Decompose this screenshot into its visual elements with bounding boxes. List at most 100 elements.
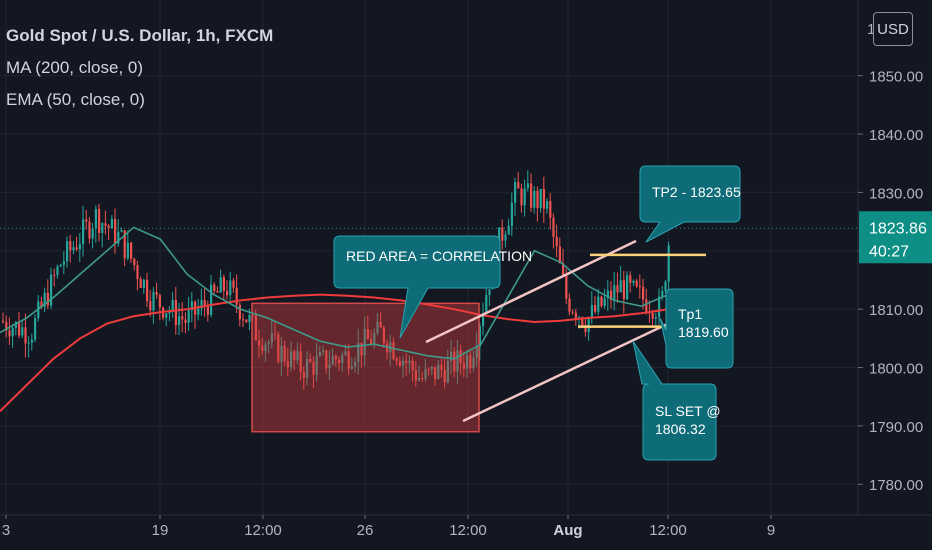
candle-body <box>654 317 657 319</box>
candle-body <box>469 355 472 369</box>
candle-body <box>197 308 200 315</box>
candle-body <box>661 290 664 297</box>
candle-body <box>478 326 481 347</box>
candle-body <box>434 366 437 379</box>
candle-body <box>187 310 190 323</box>
candle-body <box>600 296 603 306</box>
candle-body <box>475 346 478 358</box>
candle-body <box>78 244 81 250</box>
candle-body <box>171 300 174 312</box>
candle-body <box>622 280 625 300</box>
candle-body <box>66 241 69 262</box>
candle-body <box>443 369 446 383</box>
candle-body <box>488 289 491 295</box>
candle-body <box>98 209 101 233</box>
candle-body <box>213 284 216 291</box>
candle-body <box>146 279 149 302</box>
candle-body <box>414 370 417 381</box>
candle-body <box>30 339 33 343</box>
candle-body <box>222 277 225 291</box>
candle-body <box>174 300 177 326</box>
candle-body <box>555 236 558 247</box>
candle-body <box>427 368 430 370</box>
candle-body <box>14 321 17 328</box>
last-price-value: 1823.86 <box>869 220 927 237</box>
candle-body <box>238 304 241 320</box>
callout-tp2-box <box>639 165 741 243</box>
candle-body <box>229 280 232 296</box>
price-tick-label: 1780.00 <box>869 477 923 494</box>
time-axis: 3 19 12:00 26 12:00 Aug 12:00 9 <box>0 514 932 539</box>
channel-lower-line <box>462 316 681 423</box>
candle-body <box>5 321 8 331</box>
candle-body <box>325 350 328 369</box>
candle-body <box>264 344 267 352</box>
time-tick-label: 3 <box>2 522 10 539</box>
candle-body <box>219 277 222 293</box>
candle-body <box>114 218 117 244</box>
candle-body <box>635 280 638 287</box>
candle-body <box>155 292 158 295</box>
time-tick-label: Aug <box>553 522 582 539</box>
ma-indicator-label[interactable]: MA (200, close, 0) <box>6 58 144 77</box>
time-tick-label: 12:00 <box>449 522 487 539</box>
candle-body <box>597 296 600 312</box>
candle-body <box>373 333 376 345</box>
candle-body <box>482 313 485 327</box>
candle-body <box>101 223 104 233</box>
candle-body <box>331 355 334 365</box>
candle-body <box>549 201 552 218</box>
chart-legend: Gold Spot / U.S. Dollar, 1h, FXCM MA (20… <box>6 20 273 116</box>
callout-shapes <box>333 165 741 461</box>
candle-body <box>485 294 488 314</box>
candle-body <box>91 228 94 239</box>
candle-body <box>341 354 344 364</box>
candle-body <box>315 356 318 375</box>
candle-body <box>437 364 440 379</box>
callout-tp1-line1: Tp1 <box>678 306 703 322</box>
candle-body <box>539 188 542 209</box>
candle-body <box>130 242 133 259</box>
last-price-tag <box>859 211 932 264</box>
candle-body <box>565 275 568 299</box>
candle-body <box>510 202 513 226</box>
currency-button[interactable]: USD <box>873 12 913 46</box>
candle-body <box>261 345 264 352</box>
candle-body <box>619 280 622 293</box>
candle-body <box>2 320 5 322</box>
candle-body <box>430 366 433 369</box>
candle-body <box>53 274 56 276</box>
candle-body <box>379 321 382 328</box>
callout-sl-line1: SL SET @ <box>655 403 721 419</box>
candle-body <box>587 317 590 332</box>
candle-body <box>424 368 427 379</box>
candle-body <box>82 219 85 245</box>
candle-body <box>347 351 350 369</box>
candle-body <box>603 298 606 306</box>
candle-body <box>514 182 517 203</box>
candle-body <box>459 350 462 364</box>
time-tick-label: 9 <box>767 522 775 539</box>
candle-body <box>232 280 235 288</box>
candle-body <box>306 358 309 378</box>
candle-body <box>309 358 312 362</box>
callout-sl-line2: 1806.32 <box>655 421 706 437</box>
candle-body <box>267 342 270 345</box>
candle-body <box>165 313 168 318</box>
candle-body <box>43 292 46 307</box>
candle-body <box>533 190 536 208</box>
ema-indicator-label[interactable]: EMA (50, close, 0) <box>6 90 145 109</box>
candle-body <box>181 316 184 320</box>
candle-body <box>277 334 280 362</box>
candle-body <box>226 290 229 296</box>
candle-body <box>507 225 510 235</box>
price-tick-label: 1840.00 <box>869 127 923 144</box>
candle-body <box>472 357 475 369</box>
candle-body <box>558 246 561 264</box>
candle-body <box>40 301 43 307</box>
candle-body <box>466 355 469 369</box>
candle-body <box>581 317 584 326</box>
symbol-title[interactable]: Gold Spot / U.S. Dollar, 1h, FXCM <box>6 26 274 45</box>
